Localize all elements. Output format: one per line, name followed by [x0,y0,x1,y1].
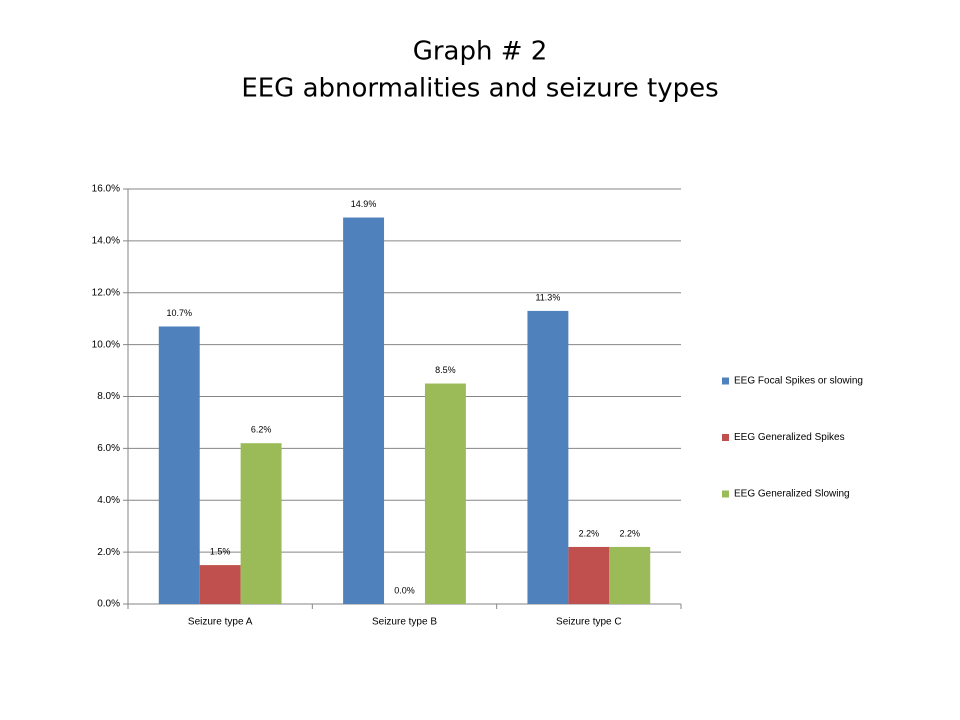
x-tick-label: Seizure type C [556,617,622,628]
data-label: 8.5% [435,365,456,375]
bar [158,326,200,604]
data-label: 2.2% [579,528,600,538]
data-label: 11.3% [535,292,560,302]
legend-swatch [722,434,729,441]
bar [609,546,651,604]
chart-title: Graph # 2 [413,37,548,67]
bar [343,217,385,604]
bar [424,383,466,604]
data-label: 1.5% [210,546,231,556]
y-tick-label: 14.0% [92,236,120,247]
legend-swatch [722,490,729,498]
y-tick-label: 10.0% [92,339,120,350]
data-label: 2.2% [619,528,640,538]
data-label: 14.9% [351,199,377,209]
legend-label: EEG Generalized Spikes [734,432,845,443]
x-tick-label: Seizure type A [188,617,253,628]
y-tick-label: 8.0% [97,391,120,402]
y-tick-label: 16.0% [92,184,120,195]
legend-label: EEG Generalized Slowing [734,489,850,500]
legend-label: EEG Focal Spikes or slowing [734,376,863,387]
y-tick-label: 12.0% [92,287,120,298]
data-label: 10.7% [166,308,192,318]
y-tick-label: 0.0% [97,599,120,610]
data-label: 6.2% [251,425,272,435]
bar [199,565,241,604]
bar [240,443,282,604]
legend-swatch [722,377,729,385]
data-label: 0.0% [394,585,415,595]
y-tick-label: 2.0% [97,547,120,558]
chart-subtitle: EEG abnormalities and seizure types [241,74,718,104]
bar [568,546,610,604]
y-tick-label: 6.0% [97,443,120,454]
bar [527,310,569,604]
x-tick-label: Seizure type B [372,617,437,628]
y-tick-label: 4.0% [97,495,120,506]
